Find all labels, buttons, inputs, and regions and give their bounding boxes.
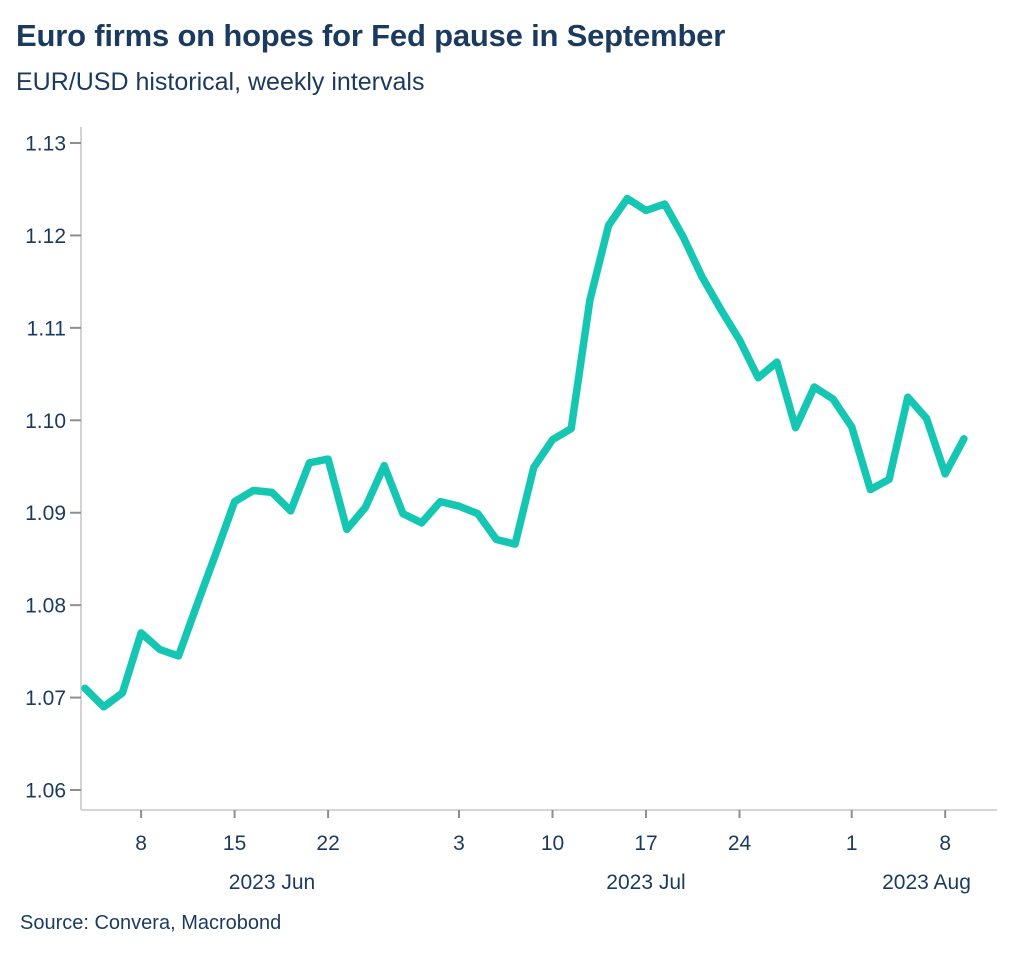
axis-labels-layer: 1.13 1.12 1.11 1.10 1.09 1.08 1.07 1.06 8 15 22 3 10… — [25, 133, 971, 895]
x-tick-label: 8 — [135, 832, 147, 855]
series-layer — [81, 194, 968, 711]
y-tick-label: 1.07 — [25, 687, 66, 710]
x-month-label: 2023 Jul — [606, 871, 685, 894]
source-note: Source: Convera, Macrobond — [20, 912, 282, 934]
y-tick-label: 1.13 — [25, 133, 66, 156]
x-tick-label: 24 — [728, 832, 752, 855]
axes-layer — [70, 127, 997, 818]
y-tick-label: 1.10 — [25, 410, 66, 433]
x-tick-label: 3 — [453, 832, 465, 855]
y-tick-label: 1.12 — [25, 225, 66, 248]
y-tick-label: 1.11 — [27, 317, 66, 340]
page-title: Euro firms on hopes for Fed pause in Sep… — [16, 18, 726, 53]
x-tick-label: 15 — [223, 832, 246, 855]
price-line-eur-usd — [81, 194, 968, 711]
x-tick-label: 8 — [939, 832, 951, 855]
x-tick-label: 10 — [541, 832, 564, 855]
y-tick-label: 1.08 — [25, 595, 66, 618]
y-tick-label: 1.09 — [25, 502, 66, 525]
x-tick-label: 17 — [634, 832, 657, 855]
x-tick-label: 22 — [316, 832, 339, 855]
x-tick-label: 1 — [846, 832, 858, 855]
page-subtitle: EUR/USD historical, weekly intervals — [16, 68, 425, 96]
x-month-label: 2023 Jun — [229, 871, 315, 894]
x-month-label: 2023 Aug — [882, 871, 971, 894]
y-tick-label: 1.06 — [25, 780, 66, 803]
